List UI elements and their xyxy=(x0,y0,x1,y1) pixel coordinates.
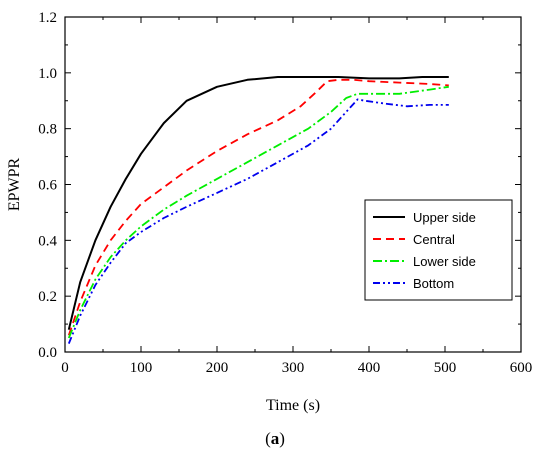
series-layer xyxy=(67,76,449,344)
y-tick-label: 0.6 xyxy=(38,178,57,194)
legend: Upper side Central Lower side Bottom xyxy=(364,199,513,301)
series-line-central xyxy=(67,78,449,336)
x-tick-label: 0 xyxy=(61,360,69,376)
panel-label-open: ( xyxy=(265,429,271,448)
x-tick-label: 300 xyxy=(282,360,305,376)
y-tick-label: 1.0 xyxy=(38,66,57,82)
series-line-lower-side xyxy=(67,85,449,339)
legend-label: Bottom xyxy=(413,276,454,291)
series-line-upper-side xyxy=(67,76,449,330)
panel-label-close: ) xyxy=(279,429,285,448)
y-tick-label: 1.2 xyxy=(38,10,57,26)
y-tick-label: 0.0 xyxy=(38,345,57,361)
y-tick-label: 0.4 xyxy=(38,233,57,249)
y-tick-label: 0.8 xyxy=(38,122,57,138)
x-tick-label: 600 xyxy=(510,360,533,376)
axes-layer: 0 100 200 300 400 500 600 0.0 0.2 0.4 0.6 0.8 1.0 1.2 xyxy=(38,10,532,376)
legend-label: Lower side xyxy=(413,254,476,269)
x-tick-label: 200 xyxy=(206,360,229,376)
legend-label: Upper side xyxy=(413,210,476,225)
series-line-bottom xyxy=(67,98,449,344)
x-axis-title: Time (s) xyxy=(266,397,320,414)
plot-area xyxy=(65,17,521,352)
x-tick-label: 400 xyxy=(358,360,381,376)
y-tick-label: 0.2 xyxy=(38,289,57,305)
y-axis-title: EPWPR xyxy=(6,158,23,212)
legend-label: Central xyxy=(413,232,455,247)
x-tick-label: 100 xyxy=(130,360,153,376)
panel-label-letter: a xyxy=(271,429,280,448)
panel-label: (a) xyxy=(265,429,285,448)
x-tick-label: 500 xyxy=(434,360,457,376)
plot-background xyxy=(65,17,521,352)
